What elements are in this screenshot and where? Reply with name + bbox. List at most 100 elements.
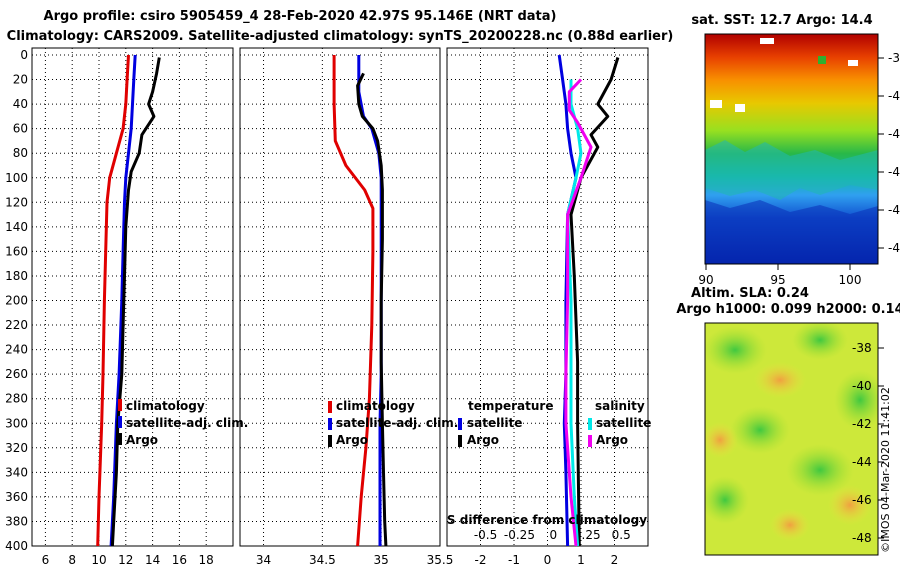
x-tick-label: -2 bbox=[475, 553, 487, 567]
legend-swatch-climatology bbox=[328, 401, 332, 413]
legend-swatch-sal-argo bbox=[588, 435, 592, 447]
profile-series bbox=[96, 54, 620, 547]
legend-sal-satellite: satellite bbox=[596, 416, 651, 430]
x-top-tick-label: -0.5 bbox=[474, 528, 497, 542]
x-tick-label: -1 bbox=[508, 553, 520, 567]
legend-swatch-satellite bbox=[328, 418, 332, 430]
sla-map-frame bbox=[704, 322, 879, 556]
lat-tick-label: -46 bbox=[852, 493, 872, 507]
sla-low bbox=[730, 406, 790, 454]
depth-tick-label: 160 bbox=[5, 244, 28, 258]
depth-tick-label: 180 bbox=[5, 269, 28, 283]
gridlines bbox=[32, 48, 648, 547]
depth-tick-label: 60 bbox=[13, 122, 28, 136]
series-line-climatology bbox=[96, 54, 130, 547]
legend-temperature-heading: temperature bbox=[468, 399, 553, 413]
sla-high bbox=[754, 362, 806, 398]
sst-missing-data bbox=[735, 104, 745, 112]
depth-tick-label: 200 bbox=[5, 294, 28, 308]
sst-front bbox=[705, 140, 878, 200]
lat-tick-label: -40 bbox=[852, 379, 872, 393]
salinity-legend: climatology satellite-adj. clim. Argo bbox=[328, 399, 458, 447]
series-line-temperature-argo bbox=[569, 57, 620, 547]
depth-tick-label: 120 bbox=[5, 195, 28, 209]
depth-tick-label: 280 bbox=[5, 392, 28, 406]
legend-swatch-satellite bbox=[118, 416, 122, 428]
x-axes: 6 8 10 12 14 16 18 34 34.5 35 35.5 -2 -1 0 1 2-0.5 -0.25… bbox=[42, 528, 631, 567]
temperature-legend: climatology satellite-adj. clim. Argo bbox=[118, 399, 248, 447]
lat-tick-label: -38 bbox=[888, 51, 900, 65]
sla-low bbox=[792, 323, 848, 360]
x-tick-label: 35.5 bbox=[427, 553, 454, 567]
sst-map-frame bbox=[704, 33, 879, 265]
lat-tick-label: -48 bbox=[852, 531, 872, 545]
x-tick-label: 1 bbox=[577, 553, 585, 567]
depth-tick-label: 220 bbox=[5, 318, 28, 332]
difference-xlabel: S difference from climatology bbox=[447, 513, 647, 527]
legend-salinity-heading: salinity bbox=[595, 399, 645, 413]
lat-tick-label: -40 bbox=[888, 89, 900, 103]
legend-satellite: satellite-adj. clim. bbox=[126, 416, 248, 430]
depth-tick-label: 140 bbox=[5, 220, 28, 234]
x-tick-label: 34 bbox=[256, 553, 271, 567]
legend-temp-argo: Argo bbox=[467, 433, 499, 447]
lat-tick-label: -42 bbox=[852, 417, 872, 431]
x-tick-label: 14 bbox=[145, 553, 160, 567]
depth-tick-label: 0 bbox=[20, 48, 28, 62]
depth-tick-label: 380 bbox=[5, 514, 28, 528]
sla-low bbox=[705, 326, 767, 374]
x-tick-label: 16 bbox=[172, 553, 187, 567]
imos-timestamp: ©IMOS 04-Mar-2020 11:41:02 bbox=[879, 387, 892, 553]
sst-map-title: sat. SST: 12.7 Argo: 14.4 bbox=[691, 13, 872, 28]
sla-high bbox=[828, 485, 872, 525]
sla-map-axes: -38 -40 -42 -44 -46 -48 bbox=[852, 341, 884, 545]
sla-high bbox=[770, 509, 810, 541]
legend-sal-argo: Argo bbox=[596, 433, 628, 447]
series-line-argo bbox=[356, 72, 388, 547]
sst-cold-water bbox=[705, 200, 878, 264]
lat-tick-label: -38 bbox=[852, 341, 872, 355]
lon-tick-label: 90 bbox=[698, 273, 713, 287]
legend-swatch-temp-argo bbox=[458, 435, 462, 447]
lat-tick-label: -44 bbox=[852, 455, 872, 469]
sla-low bbox=[834, 370, 878, 430]
x-top-tick-label: 0 bbox=[550, 528, 558, 542]
lat-tick-label: -48 bbox=[888, 241, 900, 255]
x-top-tick-label: 0.5 bbox=[612, 528, 631, 542]
lat-tick-label: -46 bbox=[888, 203, 900, 217]
x-top-tick-label: -0.25 bbox=[504, 528, 535, 542]
x-tick-label: 0 bbox=[544, 553, 552, 567]
sla-low bbox=[705, 476, 749, 524]
depth-tick-label: 320 bbox=[5, 441, 28, 455]
depth-tick-label: 340 bbox=[5, 465, 28, 479]
sst-missing-data bbox=[760, 38, 774, 44]
salinity-panel-frame bbox=[239, 47, 441, 547]
legend-swatch-argo bbox=[328, 435, 332, 447]
depth-tick-label: 40 bbox=[13, 97, 28, 111]
x-tick-label: 12 bbox=[118, 553, 133, 567]
x-tick-label: 18 bbox=[199, 553, 214, 567]
series-line-climatology bbox=[332, 55, 375, 547]
sst-patch bbox=[818, 56, 826, 64]
x-tick-label: 6 bbox=[42, 553, 50, 567]
x-tick-label: 10 bbox=[91, 553, 106, 567]
sla-low bbox=[786, 444, 854, 496]
depth-tick-label: 20 bbox=[13, 73, 28, 87]
legend-temp-satellite: satellite bbox=[467, 416, 522, 430]
legend-climatology: climatology bbox=[126, 399, 205, 413]
sla-map-title: Altim. SLA: 0.24 bbox=[691, 286, 809, 301]
difference-legend: temperature satellite Argo salinity sate… bbox=[447, 399, 651, 527]
legend-satellite: satellite-adj. clim. bbox=[336, 416, 458, 430]
sst-missing-data bbox=[710, 100, 722, 108]
depth-axis: 0 20 40 60 80 100 120 140 160 180 200 220 240 260 280 3… bbox=[5, 48, 28, 553]
sst-missing-data bbox=[848, 60, 858, 66]
depth-tick-label: 400 bbox=[5, 539, 28, 553]
title-line-2: Climatology: CARS2009. Satellite-adjuste… bbox=[7, 29, 674, 44]
depth-tick-label: 100 bbox=[5, 171, 28, 185]
title-line-1: Argo profile: csiro 5905459_4 28-Feb-202… bbox=[44, 9, 557, 24]
x-tick-label: 8 bbox=[68, 553, 76, 567]
series-line-salinity-argo bbox=[564, 78, 593, 547]
lat-tick-label: -42 bbox=[888, 127, 900, 141]
x-tick-label: 34.5 bbox=[309, 553, 336, 567]
